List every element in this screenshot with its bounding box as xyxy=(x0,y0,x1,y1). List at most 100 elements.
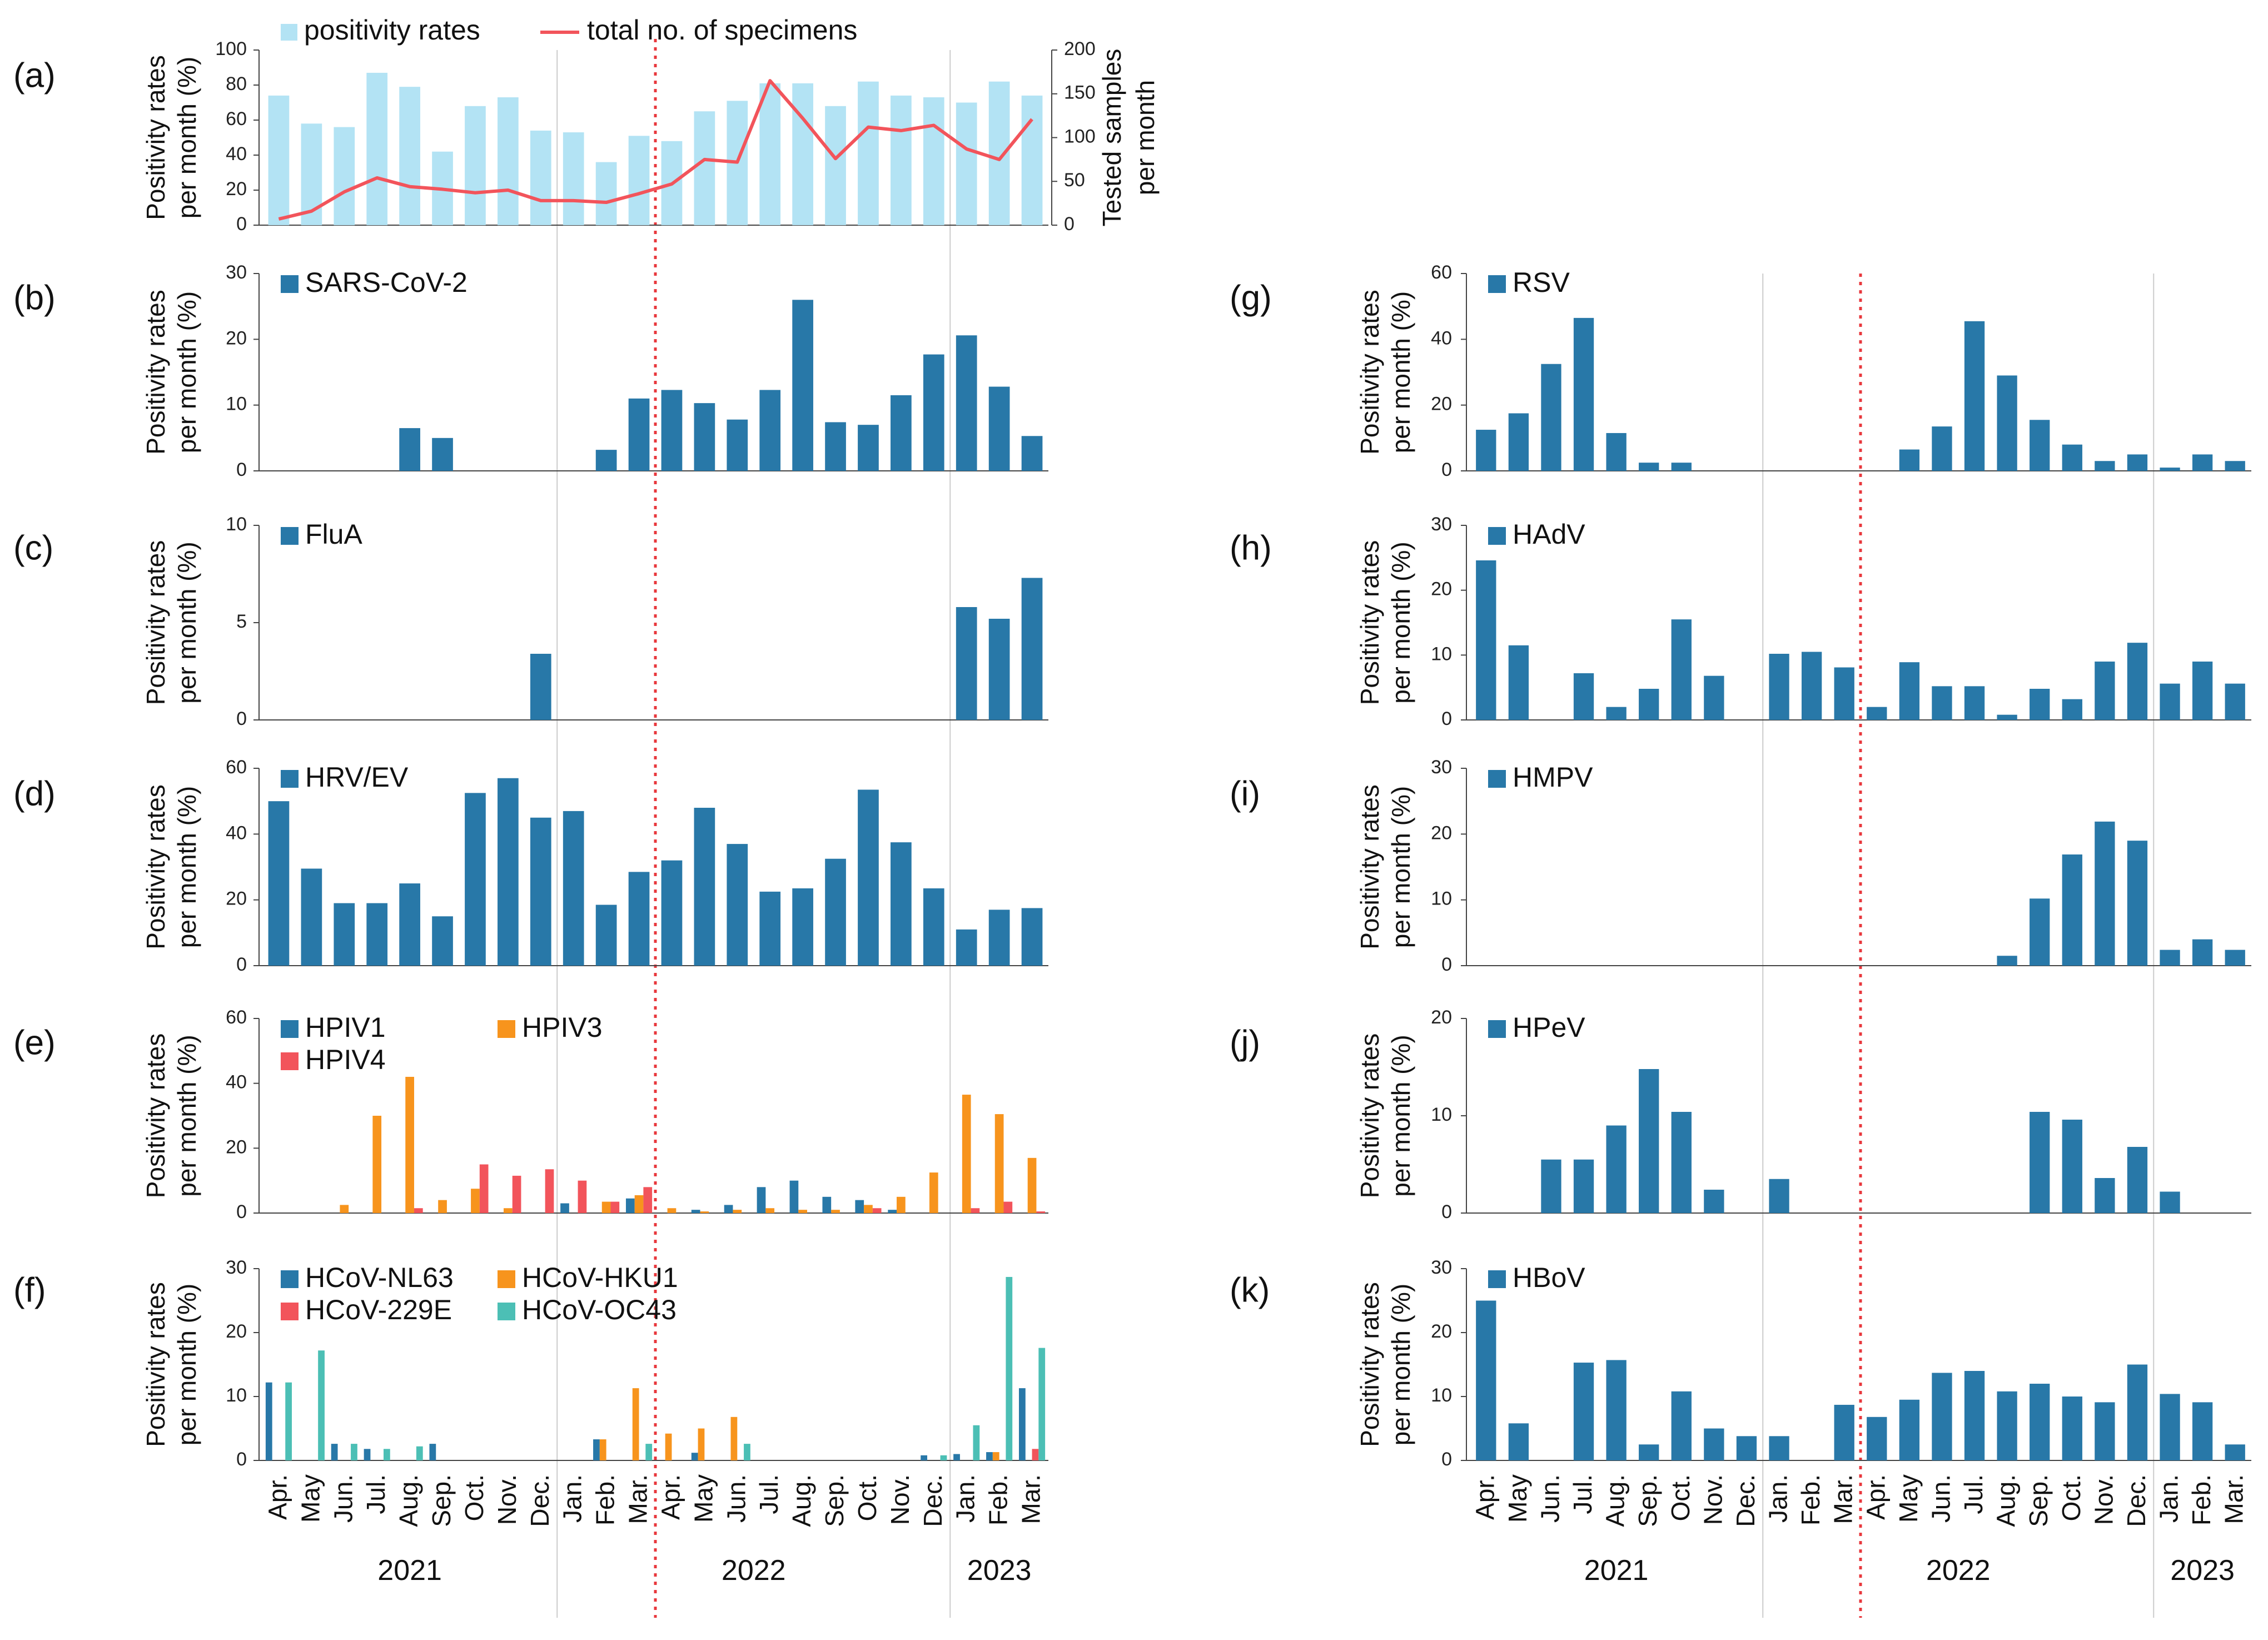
bar-e-hpiv3-23 xyxy=(1027,1157,1037,1213)
bar-i-hmpv-22 xyxy=(2192,939,2213,966)
legend-label: HMPV xyxy=(1513,762,1593,793)
bar-b-sars-cov-2-11 xyxy=(628,398,650,471)
y-tick-label: 5 xyxy=(236,611,247,632)
y-axis-title: Positivity rates xyxy=(141,290,170,455)
bar-i-hmpv-20 xyxy=(2127,841,2148,966)
bar-e-hpiv3-21 xyxy=(962,1095,971,1213)
bar-k-hbov-22 xyxy=(2192,1402,2213,1460)
bar-e-hpiv3-14 xyxy=(733,1210,742,1213)
bar-f-hcov-oc43-1 xyxy=(318,1350,325,1460)
bar-d-hrv-ev-17 xyxy=(825,858,846,966)
bar-e-hpiv1-14 xyxy=(724,1205,733,1213)
bar-k-hbov-8 xyxy=(1736,1436,1757,1460)
bar-f-hcov-nl63-21 xyxy=(953,1454,960,1460)
panel-g: (g) 0 20 40 60 Positivity rates per month (%) R… xyxy=(1230,262,2251,480)
panel-b: (b) 0 10 20 30 Positivity rates per month (%) S… xyxy=(13,262,1048,480)
bar-j-hpev-18 xyxy=(2062,1120,2082,1213)
y2-tick-label: 100 xyxy=(1064,126,1096,147)
y-tick-label: 20 xyxy=(226,888,247,910)
y-axis-title: Positivity rates xyxy=(141,784,170,950)
x-tick-month-label: Aug. xyxy=(787,1474,816,1527)
bar-i-hmpv-17 xyxy=(2030,898,2050,966)
bar-e-hpiv3-5 xyxy=(438,1200,447,1213)
bar-b-sars-cov-2-12 xyxy=(661,390,683,471)
bar-k-hbov-19 xyxy=(2095,1402,2115,1460)
bar-h-hadv-3 xyxy=(1573,673,1594,720)
y-tick-label: 20 xyxy=(1431,394,1452,415)
bar-k-hbov-11 xyxy=(1834,1404,1854,1460)
y-tick-label: 40 xyxy=(226,822,247,843)
bar-b-sars-cov-2-16 xyxy=(792,300,813,471)
bar-a-positivity-rates-9 xyxy=(563,132,584,225)
bar-h-hadv-0 xyxy=(1476,560,1496,720)
y-tick-label: 0 xyxy=(236,1201,247,1222)
legend-a: positivity rates total no. of specimens xyxy=(281,14,857,46)
bar-i-hmpv-19 xyxy=(2095,821,2115,966)
y-tick-label: 20 xyxy=(1431,579,1452,600)
guide-lines xyxy=(556,39,2155,1618)
bar-f-hcov-nl63-5 xyxy=(429,1444,436,1460)
panel-label: (e) xyxy=(13,1023,56,1062)
x-year-label: 2023 xyxy=(967,1554,1032,1587)
bar-d-hrv-ev-0 xyxy=(268,801,290,966)
bar-e-hpiv4-23 xyxy=(1036,1211,1046,1213)
legend-label: total no. of specimens xyxy=(587,14,857,46)
x-tick-month-label: Dec. xyxy=(918,1474,947,1527)
panel-i: (i) 0 10 20 30 Positivity rates per month (%) H… xyxy=(1230,757,2251,975)
bar-d-hrv-ev-15 xyxy=(759,891,781,966)
bar-f-hcov-oc43-21 xyxy=(973,1425,980,1460)
legend-label: HPIV1 xyxy=(305,1012,386,1043)
y2-tick-label: 150 xyxy=(1064,82,1096,103)
bar-d-hrv-ev-6 xyxy=(465,793,486,966)
y-axis-title: Positivity rates xyxy=(1355,1282,1384,1447)
legend-swatch xyxy=(281,1052,299,1070)
x-tick-month-label: Jun. xyxy=(1535,1474,1564,1523)
bar-k-hbov-1 xyxy=(1508,1423,1529,1460)
bar-e-hpiv3-12 xyxy=(667,1208,677,1213)
bar-f-hcov-oc43-20 xyxy=(940,1455,947,1460)
bar-e-hpiv4-7 xyxy=(512,1175,521,1213)
bar-d-hrv-ev-4 xyxy=(399,883,420,966)
bar-e-hpiv3-7 xyxy=(504,1208,513,1213)
legend-j: HPeV xyxy=(1488,1012,1585,1043)
bar-b-sars-cov-2-10 xyxy=(595,450,617,471)
bar-k-hbov-21 xyxy=(2160,1394,2180,1460)
x-tick-month-label: Dec. xyxy=(525,1474,554,1527)
legend-swatch xyxy=(1488,770,1506,788)
bar-b-sars-cov-2-19 xyxy=(891,395,912,471)
y-axis-title: per month (%) xyxy=(172,541,201,703)
x-tick-month-label: Dec. xyxy=(2122,1474,2151,1527)
bar-a-positivity-rates-11 xyxy=(628,136,650,225)
bar-e-hpiv1-18 xyxy=(855,1200,864,1213)
bar-g-rsv-16 xyxy=(1997,375,2017,471)
bar-k-hbov-18 xyxy=(2062,1397,2082,1460)
bar-a-positivity-rates-23 xyxy=(1021,95,1043,225)
bar-e-hpiv4-8 xyxy=(545,1169,554,1213)
bar-a-positivity-rates-2 xyxy=(334,127,355,225)
x-tick-month-label: May xyxy=(1503,1474,1532,1523)
bar-d-hrv-ev-1 xyxy=(301,868,322,966)
bar-g-rsv-21 xyxy=(2160,468,2180,471)
legend-swatch xyxy=(1488,527,1506,545)
bar-h-hadv-21 xyxy=(2160,683,2180,720)
panel-label: (g) xyxy=(1230,279,1272,317)
bar-d-hrv-ev-5 xyxy=(432,916,453,966)
bar-d-hrv-ev-3 xyxy=(366,903,388,966)
y-tick-label: 20 xyxy=(226,1136,247,1157)
y-tick-label: 40 xyxy=(1431,327,1452,349)
bar-f-hcov-oc43-14 xyxy=(744,1444,750,1460)
bar-e-hpiv1-16 xyxy=(789,1180,799,1213)
bar-j-hpev-19 xyxy=(2095,1178,2115,1213)
panel-label: (b) xyxy=(13,279,56,317)
bar-c-flua-23 xyxy=(1021,578,1043,720)
x-tick-month-label: Nov. xyxy=(886,1474,914,1525)
bar-k-hbov-16 xyxy=(1997,1391,2017,1460)
bar-a-positivity-rates-3 xyxy=(366,72,388,225)
legend-k: HBoV xyxy=(1488,1262,1585,1293)
legend-swatch xyxy=(281,275,299,293)
bar-f-hcov-229e-23 xyxy=(1032,1449,1039,1460)
bar-j-hpev-20 xyxy=(2127,1147,2148,1213)
bar-c-flua-21 xyxy=(956,607,977,720)
